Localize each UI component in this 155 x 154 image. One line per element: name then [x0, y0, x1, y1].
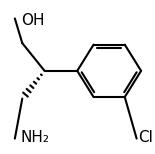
Text: OH: OH: [21, 12, 44, 28]
Text: Cl: Cl: [138, 130, 153, 145]
Text: NH₂: NH₂: [21, 130, 50, 145]
